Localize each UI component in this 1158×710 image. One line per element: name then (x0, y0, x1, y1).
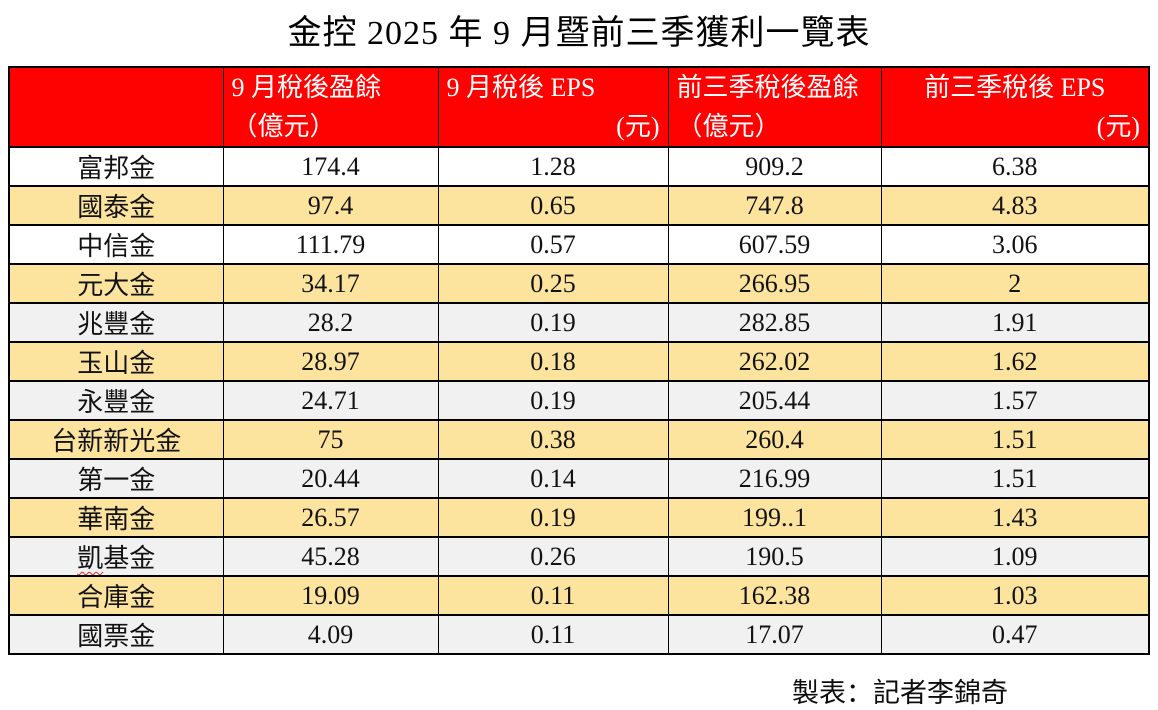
value-cell: 1.91 (880, 302, 1150, 343)
value-cell: 17.07 (667, 614, 882, 655)
header-line1: 9 月稅後 EPS (446, 73, 596, 102)
value-cell: 6.38 (880, 146, 1150, 187)
header-line2: (元) (1096, 112, 1140, 141)
value-cell: 24.71 (222, 380, 439, 421)
value-cell: 1.28 (437, 146, 669, 187)
value-cell: 747.8 (667, 185, 882, 226)
value-cell: 174.4 (222, 146, 439, 187)
value-cell: 19.09 (222, 575, 439, 616)
value-cell: 266.95 (667, 263, 882, 304)
company-name-cell: 富邦金 (8, 146, 224, 187)
table-row: 兆豐金 28.2 0.19 282.85 1.91 (8, 302, 1150, 343)
table-row: 第一金 20.44 0.14 216.99 1.51 (8, 458, 1150, 499)
value-cell: 1.57 (880, 380, 1150, 421)
table-row: 合庫金 19.09 0.11 162.38 1.03 (8, 575, 1150, 616)
header-line1: 9 月稅後盈餘 (231, 73, 382, 102)
value-cell: 0.19 (437, 497, 669, 538)
value-cell: 28.2 (222, 302, 439, 343)
page-title: 金控 2025 年 9 月暨前三季獲利一覽表 (287, 15, 871, 52)
profit-table: 9 月稅後盈餘 （億元） 9 月稅後 EPS (元) 前三季稅後盈餘 （億元） … (8, 66, 1150, 655)
value-cell: 909.2 (667, 146, 882, 187)
value-cell: 26.57 (222, 497, 439, 538)
table-row: 國票金 4.09 0.11 17.07 0.47 (8, 614, 1150, 655)
value-cell: 0.25 (437, 263, 669, 304)
table-row: 凱基金 45.28 0.26 190.5 1.09 (8, 536, 1150, 577)
table-row: 富邦金 174.4 1.28 909.2 6.38 (8, 146, 1150, 187)
value-cell: 34.17 (222, 263, 439, 304)
value-cell: 20.44 (222, 458, 439, 499)
company-name-cell: 第一金 (8, 458, 224, 499)
value-cell: 1.51 (880, 419, 1150, 460)
table-row: 國泰金 97.4 0.65 747.8 4.83 (8, 185, 1150, 226)
value-cell: 199..1 (667, 497, 882, 538)
value-cell: 0.18 (437, 341, 669, 382)
company-name-cell: 合庫金 (8, 575, 224, 616)
value-cell: 4.09 (222, 614, 439, 655)
table-row: 華南金 26.57 0.19 199..1 1.43 (8, 497, 1150, 538)
value-cell: 282.85 (667, 302, 882, 343)
value-cell: 216.99 (667, 458, 882, 499)
company-name-cell: 華南金 (8, 497, 224, 538)
value-cell: 205.44 (667, 380, 882, 421)
header-cell-company (8, 66, 224, 148)
value-cell: 75 (222, 419, 439, 460)
header-line1: 前三季稅後盈餘 (676, 73, 859, 102)
value-cell: 607.59 (667, 224, 882, 265)
table-header-row: 9 月稅後盈餘 （億元） 9 月稅後 EPS (元) 前三季稅後盈餘 （億元） … (8, 66, 1150, 148)
table-row: 元大金 34.17 0.25 266.95 2 (8, 263, 1150, 304)
value-cell: 111.79 (222, 224, 439, 265)
value-cell: 1.62 (880, 341, 1150, 382)
table-row: 玉山金 28.97 0.18 262.02 1.62 (8, 341, 1150, 382)
value-cell: 0.19 (437, 380, 669, 421)
value-cell: 190.5 (667, 536, 882, 577)
company-name-cell: 凱基金 (8, 536, 224, 577)
company-name-cell: 台新新光金 (8, 419, 224, 460)
header-line2: （億元） (676, 112, 781, 141)
table-row: 永豐金 24.71 0.19 205.44 1.57 (8, 380, 1150, 421)
table-row: 中信金 111.79 0.57 607.59 3.06 (8, 224, 1150, 265)
value-cell: 28.97 (222, 341, 439, 382)
table-row: 台新新光金 75 0.38 260.4 1.51 (8, 419, 1150, 460)
company-name-cell: 國票金 (8, 614, 224, 655)
value-cell: 0.26 (437, 536, 669, 577)
value-cell: 0.11 (437, 575, 669, 616)
company-name-cell: 兆豐金 (8, 302, 224, 343)
header-line1: 前三季稅後 EPS (924, 73, 1106, 102)
value-cell: 0.19 (437, 302, 669, 343)
company-name-cell: 國泰金 (8, 185, 224, 226)
value-cell: 162.38 (667, 575, 882, 616)
value-cell: 1.51 (880, 458, 1150, 499)
header-cell-q3-profit: 前三季稅後盈餘 （億元） (667, 66, 882, 148)
value-cell: 1.09 (880, 536, 1150, 577)
value-cell: 1.03 (880, 575, 1150, 616)
value-cell: 260.4 (667, 419, 882, 460)
credit-line: 製表：記者李錦奇 (792, 678, 1008, 708)
value-cell: 0.65 (437, 185, 669, 226)
value-cell: 2 (880, 263, 1150, 304)
spellcheck-squiggle: 凱 (77, 544, 104, 573)
table-body: 富邦金 174.4 1.28 909.2 6.38 國泰金 97.4 0.65 747.8 4.8… (8, 146, 1150, 655)
header-line2: (元) (616, 112, 660, 141)
value-cell: 3.06 (880, 224, 1150, 265)
company-name-cell: 永豐金 (8, 380, 224, 421)
value-cell: 262.02 (667, 341, 882, 382)
company-name-cell: 玉山金 (8, 341, 224, 382)
value-cell: 0.47 (880, 614, 1150, 655)
value-cell: 45.28 (222, 536, 439, 577)
header-cell-sep-eps: 9 月稅後 EPS (元) (437, 66, 669, 148)
value-cell: 1.43 (880, 497, 1150, 538)
value-cell: 0.38 (437, 419, 669, 460)
value-cell: 0.11 (437, 614, 669, 655)
value-cell: 4.83 (880, 185, 1150, 226)
header-cell-sep-profit: 9 月稅後盈餘 （億元） (222, 66, 439, 148)
header-line2: （億元） (231, 112, 336, 141)
value-cell: 97.4 (222, 185, 439, 226)
company-name-cell: 元大金 (8, 263, 224, 304)
value-cell: 0.57 (437, 224, 669, 265)
value-cell: 0.14 (437, 458, 669, 499)
header-cell-q3-eps: 前三季稅後 EPS (元) (880, 66, 1150, 148)
company-name-cell: 中信金 (8, 224, 224, 265)
